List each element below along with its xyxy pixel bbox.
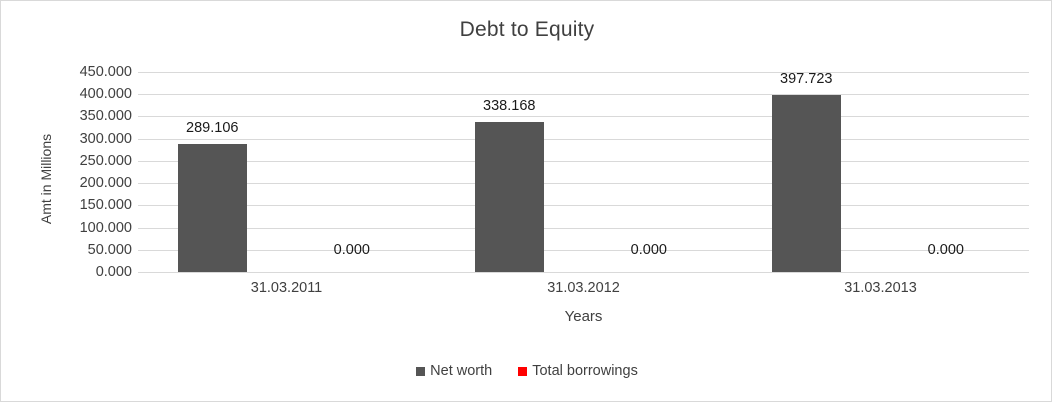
x-axis-tick-labels: 31.03.2011 31.03.2012 31.03.2013	[138, 280, 1029, 302]
legend-item[interactable]: Net worth	[416, 363, 492, 379]
plot-area: 289.106 0.000 338.168 0.000 397.723 0.000	[138, 71, 1029, 273]
x-axis-tick-label: 31.03.2013	[844, 280, 917, 296]
x-axis-title: Years	[564, 308, 603, 325]
gridline	[138, 249, 1029, 251]
legend-swatch-icon	[416, 366, 426, 376]
gridline	[138, 227, 1029, 229]
gridline	[138, 272, 1029, 273]
gridline	[138, 205, 1029, 207]
data-label: 397.723	[780, 71, 833, 88]
chart-title: Debt to Equity	[459, 18, 595, 41]
y-axis-tick-label: 250.000	[79, 152, 132, 169]
y-axis-tick-label: 400.000	[79, 86, 132, 103]
data-label: 289.106	[186, 119, 239, 136]
bar	[177, 143, 247, 272]
gridline	[138, 183, 1029, 185]
gridline	[138, 138, 1029, 140]
x-axis-tick-label: 31.03.2012	[547, 280, 620, 296]
y-axis-tick-label: 350.000	[79, 108, 132, 125]
y-axis-tick-label: 50.000	[87, 241, 132, 258]
data-label: 0.000	[927, 242, 964, 258]
x-axis-tick-label: 31.03.2011	[250, 280, 323, 296]
chart-legend: Net worth Total borrowings	[1, 363, 1051, 379]
data-label: 0.000	[333, 242, 370, 258]
y-axis-tick-label: 450.000	[79, 64, 132, 80]
bar	[771, 95, 841, 272]
bar	[474, 121, 544, 272]
y-axis-tick-label: 0.000	[95, 264, 132, 280]
data-label: 0.000	[630, 242, 667, 258]
y-axis-tick-label: 200.000	[79, 175, 132, 192]
y-axis-tick-labels: 450.000 400.000 350.000 300.000 250.000 200.0…	[48, 64, 132, 280]
legend-label: Net worth	[430, 363, 493, 379]
gridline	[138, 94, 1029, 96]
gridline	[138, 72, 1029, 73]
y-axis-tick-label: 300.000	[79, 130, 132, 147]
gridline	[138, 116, 1029, 118]
y-axis-tick-label: 100.000	[79, 219, 132, 236]
gridline	[138, 160, 1029, 162]
legend-label: Total borrowings	[532, 363, 638, 379]
data-label: 338.168	[483, 97, 536, 114]
legend-swatch-icon	[518, 366, 528, 376]
legend-item[interactable]: Total borrowings	[518, 363, 638, 379]
y-axis-tick-label: 150.000	[79, 197, 132, 214]
